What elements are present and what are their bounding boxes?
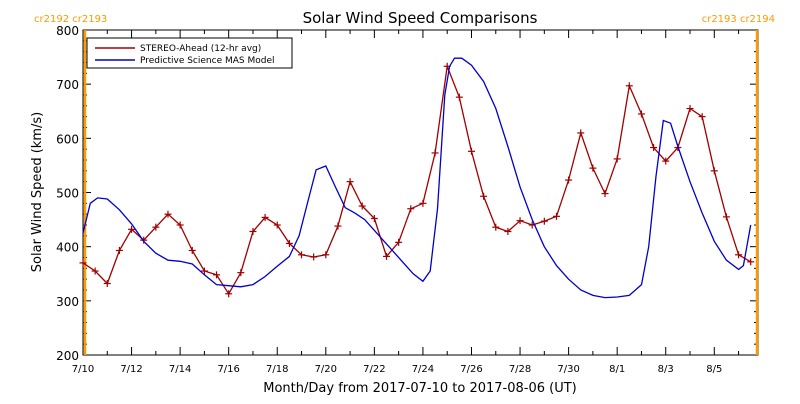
data-point-stereo	[552, 212, 560, 220]
data-point-stereo	[710, 167, 718, 175]
data-point-stereo	[213, 271, 221, 279]
data-point-stereo	[237, 269, 245, 277]
data-point-stereo	[480, 192, 488, 200]
data-point-stereo	[577, 129, 585, 137]
y-axis-label: Solar Wind Speed (km/s)	[30, 112, 45, 272]
x-tick-label: 7/10	[72, 364, 94, 375]
data-point-stereo	[467, 147, 475, 155]
data-point-stereo	[516, 217, 524, 225]
y-tick-label: 500	[56, 187, 79, 201]
data-point-stereo	[735, 251, 743, 259]
data-point-stereo	[128, 225, 136, 233]
y-tick-label: 700	[56, 78, 79, 92]
data-point-stereo	[103, 280, 111, 287]
data-point-stereo	[176, 221, 184, 229]
data-point-stereo	[188, 246, 196, 254]
x-tick-label: 7/14	[169, 364, 191, 375]
data-point-stereo	[455, 93, 463, 101]
data-point-stereo	[698, 113, 706, 121]
y-axis: 200 300 400 500 600 700 800	[56, 24, 758, 363]
x-tick-label: 8/3	[658, 364, 674, 375]
data-point-stereo	[285, 239, 293, 247]
data-point-stereo	[431, 149, 439, 157]
data-point-stereo	[407, 205, 415, 213]
x-axis: 7/10 7/12 7/14 7/16 7/18 7/20 7/22 7/24 7/26 7/28…	[72, 30, 740, 375]
data-point-stereo	[722, 213, 730, 221]
data-point-stereo	[686, 105, 694, 113]
data-point-stereo	[601, 190, 609, 198]
data-point-stereo	[91, 267, 99, 275]
x-tick-label: 7/30	[557, 364, 579, 375]
data-point-stereo	[261, 213, 269, 221]
data-point-stereo	[565, 176, 573, 184]
x-tick-label: 7/28	[509, 364, 531, 375]
x-tick-label: 7/24	[412, 364, 434, 375]
carrington-boundaries	[83, 30, 759, 355]
data-point-stereo	[395, 238, 403, 246]
series-line-stereo	[82, 63, 752, 296]
data-point-stereo	[115, 246, 123, 254]
legend-box	[86, 37, 293, 69]
data-point-stereo	[273, 221, 281, 229]
x-tick-label: 7/18	[266, 364, 288, 375]
data-point-stereo	[249, 228, 257, 235]
x-axis-label: Month/Day from 2017-07-10 to 2017-08-06 …	[263, 381, 576, 396]
y-tick-label: 400	[56, 241, 79, 255]
data-point-stereo	[358, 202, 366, 210]
x-tick-label: 7/16	[217, 364, 239, 375]
data-point-stereo	[79, 259, 87, 267]
data-point-stereo	[540, 217, 548, 225]
data-point-stereo	[419, 199, 427, 207]
data-point-stereo	[613, 155, 621, 163]
data-point-stereo	[200, 267, 208, 275]
series-layer	[79, 57, 755, 299]
y-tick-label: 200	[56, 349, 79, 363]
data-point-stereo	[383, 252, 391, 260]
carrington-left-label: cr2192 cr2193	[34, 14, 107, 25]
plot-frame	[82, 29, 759, 356]
x-tick-label: 7/20	[315, 364, 337, 375]
x-tick-label: 8/1	[609, 364, 625, 375]
legend-label-mas: Predictive Science MAS Model	[140, 56, 275, 66]
legend: STEREO-Ahead (12-hr avg) Predictive Scie…	[86, 37, 293, 69]
data-point-stereo	[346, 178, 354, 186]
chart-title: Solar Wind Speed Comparisons	[303, 9, 538, 27]
y-tick-label: 600	[56, 132, 79, 146]
x-tick-label: 7/12	[120, 364, 142, 375]
data-point-stereo	[225, 290, 233, 298]
data-point-stereo	[370, 215, 378, 222]
data-point-stereo	[152, 223, 160, 231]
data-point-stereo	[492, 223, 500, 231]
x-tick-label: 7/26	[460, 364, 482, 375]
data-point-stereo	[637, 110, 645, 118]
carrington-right-label: cr2193 cr2194	[702, 14, 775, 25]
data-point-stereo	[747, 258, 755, 266]
data-point-stereo	[650, 144, 658, 152]
legend-label-stereo: STEREO-Ahead (12-hr avg)	[140, 44, 261, 54]
data-point-stereo	[589, 164, 597, 172]
data-point-stereo	[334, 222, 342, 230]
data-point-stereo	[625, 82, 633, 90]
series-line-mas	[82, 57, 752, 299]
data-point-stereo	[504, 228, 512, 235]
data-point-stereo	[310, 253, 318, 261]
data-point-stereo	[164, 210, 172, 218]
y-tick-label: 300	[56, 295, 79, 309]
data-point-stereo	[298, 251, 306, 259]
x-tick-label: 8/5	[706, 364, 722, 375]
y-tick-label: 800	[56, 24, 79, 38]
x-tick-label: 7/22	[363, 364, 385, 375]
data-point-stereo	[662, 157, 670, 165]
data-point-stereo	[322, 251, 330, 259]
